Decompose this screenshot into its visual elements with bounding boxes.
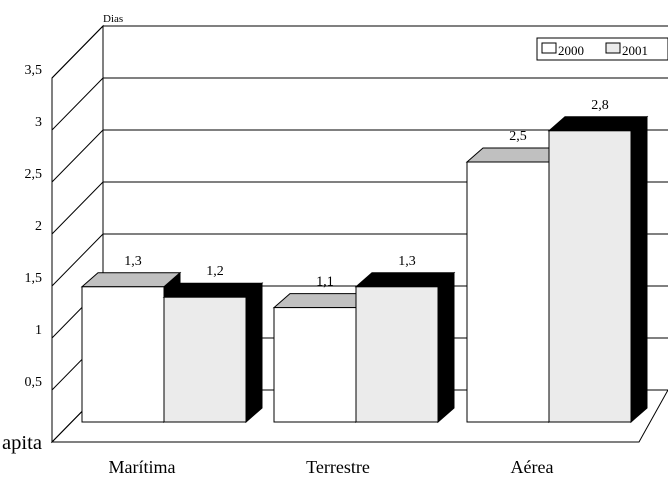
y-tick-label: 1 [35,323,42,338]
category-label: Marítima [109,457,176,477]
bar [273,307,357,423]
data-label: 1,3 [398,254,416,269]
category-label: Aérea [511,457,554,477]
legend-swatch [605,42,621,54]
y-tick-label: 2 [35,219,42,234]
legend: 2000 2001 [536,37,668,61]
bar [466,161,550,423]
category-labels: Marítima Terrestre Aérea [109,457,554,477]
y-tick-label: 1,5 [25,271,43,286]
bar-side [437,271,455,424]
gridline-side [51,77,104,131]
gridline-side [51,25,104,79]
gridline-side [51,129,104,183]
bar-top [547,116,649,132]
legend-entry: 2000 [558,43,584,58]
bar-top [80,272,182,288]
y-axis-unit-label: Dias [103,13,123,25]
gridline-side [51,233,104,287]
legend-entry: 2001 [622,43,648,58]
data-label: 2,8 [591,98,609,113]
data-label: 1,3 [124,254,142,269]
bar-top [354,272,456,288]
data-label: 1,2 [206,264,224,279]
gridline-side [51,181,104,235]
legend-swatch [541,42,557,54]
y-tick-label: 3,5 [25,63,43,78]
legend-box [536,37,668,61]
cropped-text-fragment: apita [2,432,42,454]
bar-side [630,115,648,424]
bar [81,286,165,423]
bar-top [162,282,264,298]
data-labels: 1,3 1,2 1,1 1,3 2,5 2,8 [124,98,609,290]
y-tick-label: 3 [35,115,42,130]
bars [80,115,649,424]
y-tick-label: 2,5 [25,167,43,182]
bar [548,130,632,423]
bar [355,286,439,423]
bar [163,296,247,423]
data-label: 1,1 [316,275,334,290]
category-label: Terrestre [306,457,370,477]
y-axis-ticks: 0,5 1 1,5 2 2,5 3 3,5 [25,63,43,390]
y-tick-label: 0,5 [25,375,43,390]
bar-side [245,282,263,424]
data-label: 2,5 [509,129,527,144]
